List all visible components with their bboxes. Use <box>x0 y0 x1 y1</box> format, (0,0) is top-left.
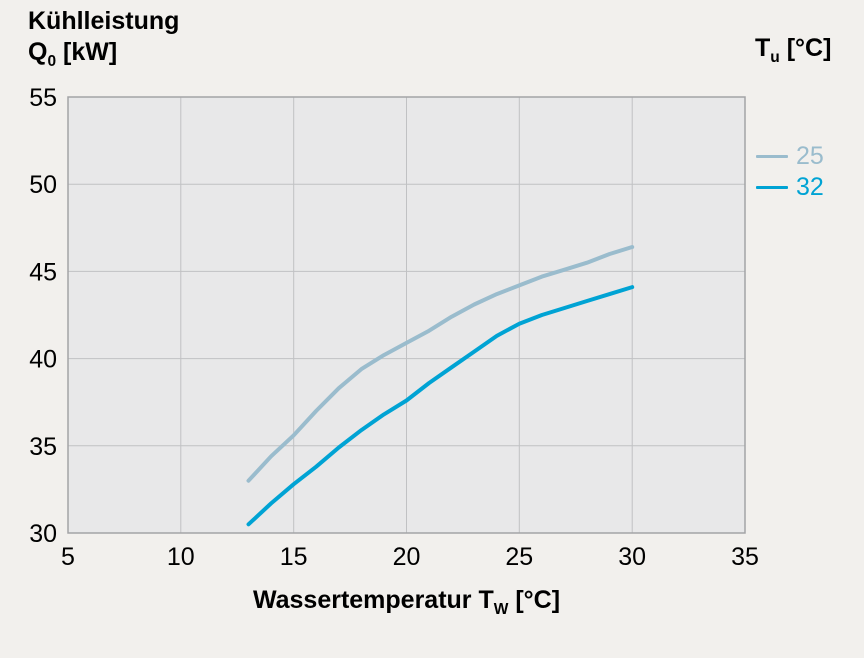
legend-label: 32 <box>796 173 824 201</box>
y-tick-label: 30 <box>29 520 57 548</box>
x-tick-label: 25 <box>505 543 533 571</box>
legend: 25 32 <box>756 141 824 203</box>
x-tick-label: 10 <box>167 543 195 571</box>
x-tick-label: 5 <box>61 543 75 571</box>
y-tick-label: 35 <box>29 433 57 461</box>
legend-item: 32 <box>756 172 824 203</box>
plot-frame <box>67 96 746 534</box>
y-tick-label: 45 <box>29 258 57 286</box>
legend-line-swatch <box>756 155 788 158</box>
series-line-25 <box>246 245 635 483</box>
legend-label: 25 <box>796 142 824 170</box>
series-line-32 <box>246 285 635 527</box>
x-axis-label-subscript: W <box>493 601 509 618</box>
chart-title-subscript: 0 <box>47 53 57 71</box>
chart-title-line2: Q0 [kW] <box>28 38 118 71</box>
x-tick-label: 15 <box>280 543 308 571</box>
legend-title-subscript: u <box>770 49 780 66</box>
x-tick-label: 35 <box>731 543 759 571</box>
chart-title: Kühlleistung Q0 [kW] <box>28 6 179 72</box>
x-tick-label: 20 <box>393 543 421 571</box>
y-tick-label: 55 <box>29 84 57 112</box>
y-tick-label: 40 <box>29 346 57 374</box>
y-tick-label: 50 <box>29 171 57 199</box>
chart-title-line1: Kühlleistung <box>28 7 180 35</box>
legend-title: Tu [°C] <box>755 34 832 66</box>
x-tick-label: 30 <box>618 543 646 571</box>
x-axis-label: Wassertemperatur TW [°C] <box>252 586 561 618</box>
legend-line-swatch <box>756 186 788 189</box>
legend-item: 25 <box>756 141 824 172</box>
